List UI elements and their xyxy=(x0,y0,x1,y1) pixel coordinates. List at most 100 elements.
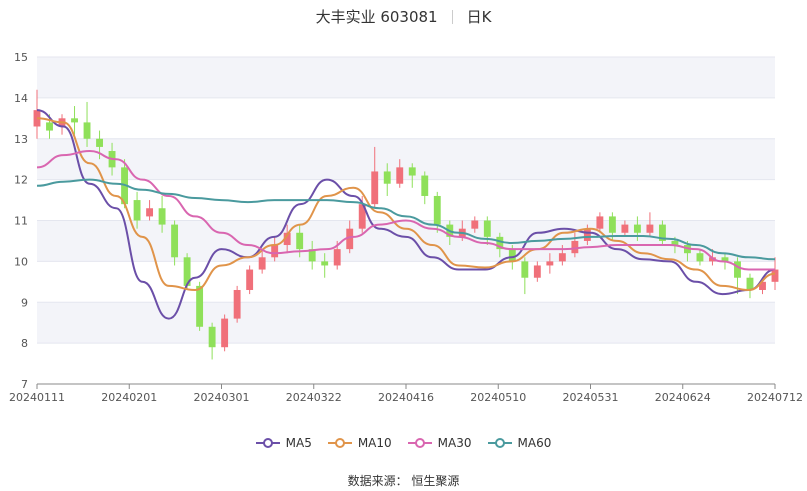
candle-body xyxy=(133,200,141,221)
candle-body xyxy=(321,261,329,266)
source-label: 数据来源： xyxy=(347,474,408,488)
chart-title: 大丰实业 603081 xyxy=(315,8,438,26)
series-line-ma60 xyxy=(36,178,776,261)
y-tick-label: 11 xyxy=(14,215,28,228)
period-label: 日K xyxy=(466,8,492,26)
header-separator xyxy=(451,10,453,24)
candle-body xyxy=(583,228,591,241)
candle-body xyxy=(358,204,366,229)
y-tick-label: 12 xyxy=(14,174,28,187)
candle-body xyxy=(596,216,604,229)
candle-body xyxy=(759,281,766,290)
x-tick-label: 20240624 xyxy=(655,391,711,404)
x-tick-label: 20240531 xyxy=(563,391,619,404)
candle-body xyxy=(383,171,391,184)
x-tick-label: 20240510 xyxy=(470,391,526,404)
y-axis: 7 8 9 10 11 12 13 14 15 xyxy=(14,51,28,391)
candle-body xyxy=(371,171,379,205)
y-tick-label: 9 xyxy=(21,296,28,309)
candle-body xyxy=(483,220,491,237)
y-tick-label: 14 xyxy=(14,92,28,105)
candle-body xyxy=(196,285,204,327)
x-tick-label: 20240322 xyxy=(286,391,342,404)
y-tick-label: 7 xyxy=(21,378,28,391)
plot-band xyxy=(37,138,775,180)
chart-header: 大丰实业 603081 日K xyxy=(0,6,807,27)
candle-body xyxy=(296,232,304,250)
x-tick-label: 20240111 xyxy=(9,391,65,404)
candle-body xyxy=(621,224,629,233)
candle-body xyxy=(233,289,241,319)
candle-body xyxy=(546,261,554,266)
candle-body xyxy=(558,253,566,262)
candle-body xyxy=(96,138,103,147)
legend-item-ma60[interactable]: MA60 xyxy=(487,436,552,450)
candle-body xyxy=(671,240,679,246)
candle-body xyxy=(83,122,91,139)
candle-body xyxy=(521,261,529,278)
x-tick-label: 20240301 xyxy=(194,391,250,404)
x-axis: 20240111 20240201 20240301 20240322 20240416… xyxy=(9,383,803,404)
candle-body xyxy=(421,175,429,196)
candle-body xyxy=(208,326,216,348)
legend-item-ma10[interactable]: MA10 xyxy=(327,436,392,450)
x-tick-label: 20240712 xyxy=(747,391,803,404)
candle-body xyxy=(734,261,741,278)
candle-body xyxy=(46,122,53,131)
candlesticks xyxy=(33,89,779,360)
legend-label: MA30 xyxy=(437,436,472,450)
candle-body xyxy=(433,195,441,225)
candle-body xyxy=(246,269,254,290)
y-tick-label: 13 xyxy=(14,133,28,146)
candle-body xyxy=(658,224,666,241)
source-value: 恒生聚源 xyxy=(411,474,460,488)
candle-body xyxy=(571,240,579,254)
legend-label: MA10 xyxy=(357,436,392,450)
legend-swatch-icon xyxy=(407,438,432,448)
plot-band xyxy=(37,302,775,344)
legend-item-ma30[interactable]: MA30 xyxy=(407,436,472,450)
candle-body xyxy=(696,253,704,262)
legend-swatch-icon xyxy=(487,438,512,448)
plot-background xyxy=(37,57,775,344)
candle-body xyxy=(283,232,291,246)
candle-body xyxy=(508,249,516,262)
candle-body xyxy=(633,224,641,233)
data-source: 数据来源： 恒生聚源 xyxy=(0,472,807,489)
candle-body xyxy=(171,224,179,258)
plot-band xyxy=(37,57,775,98)
candle-body xyxy=(396,167,404,184)
candle-body xyxy=(408,167,416,176)
candle-body xyxy=(271,245,279,258)
candle-body xyxy=(183,257,191,286)
candle-body xyxy=(608,216,616,233)
candle-body xyxy=(158,208,166,225)
candle-body xyxy=(333,249,341,266)
candle-body xyxy=(146,208,154,217)
x-tick-label: 20240416 xyxy=(378,391,434,404)
candle-body xyxy=(308,249,316,262)
legend-swatch-icon xyxy=(255,438,280,448)
legend-label: MA5 xyxy=(285,436,312,450)
legend: MA5 MA10 MA30 MA60 xyxy=(0,436,807,452)
legend-item-ma5[interactable]: MA5 xyxy=(255,436,312,450)
candle-body xyxy=(721,257,729,262)
x-tick-label: 20240201 xyxy=(101,391,157,404)
candle-body xyxy=(71,118,78,123)
y-tick-label: 15 xyxy=(14,51,28,64)
candle-body xyxy=(646,224,654,233)
candle-body xyxy=(221,318,229,348)
legend-swatch-icon xyxy=(327,438,352,448)
candle-body xyxy=(346,228,354,250)
kline-chart: 7 8 9 10 11 12 13 14 15 20240111 20240201 20240301… xyxy=(9,51,803,404)
candle-body xyxy=(771,269,779,282)
legend-label: MA60 xyxy=(517,436,552,450)
series-line-ma5 xyxy=(36,109,776,320)
ma-lines xyxy=(36,109,776,320)
candle-body xyxy=(496,236,504,250)
candle-body xyxy=(258,257,266,270)
candle-body xyxy=(746,277,754,290)
y-tick-label: 8 xyxy=(21,337,28,350)
series-line-ma10 xyxy=(36,117,776,292)
y-tick-label: 10 xyxy=(14,255,28,268)
